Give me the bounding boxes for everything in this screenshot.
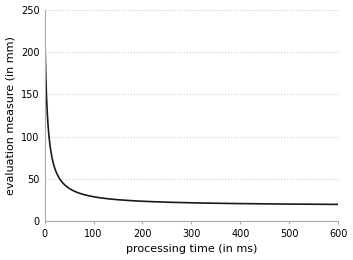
X-axis label: processing time (in ms): processing time (in ms) [126,244,257,255]
Y-axis label: evaluation measure (in mm): evaluation measure (in mm) [6,36,16,195]
